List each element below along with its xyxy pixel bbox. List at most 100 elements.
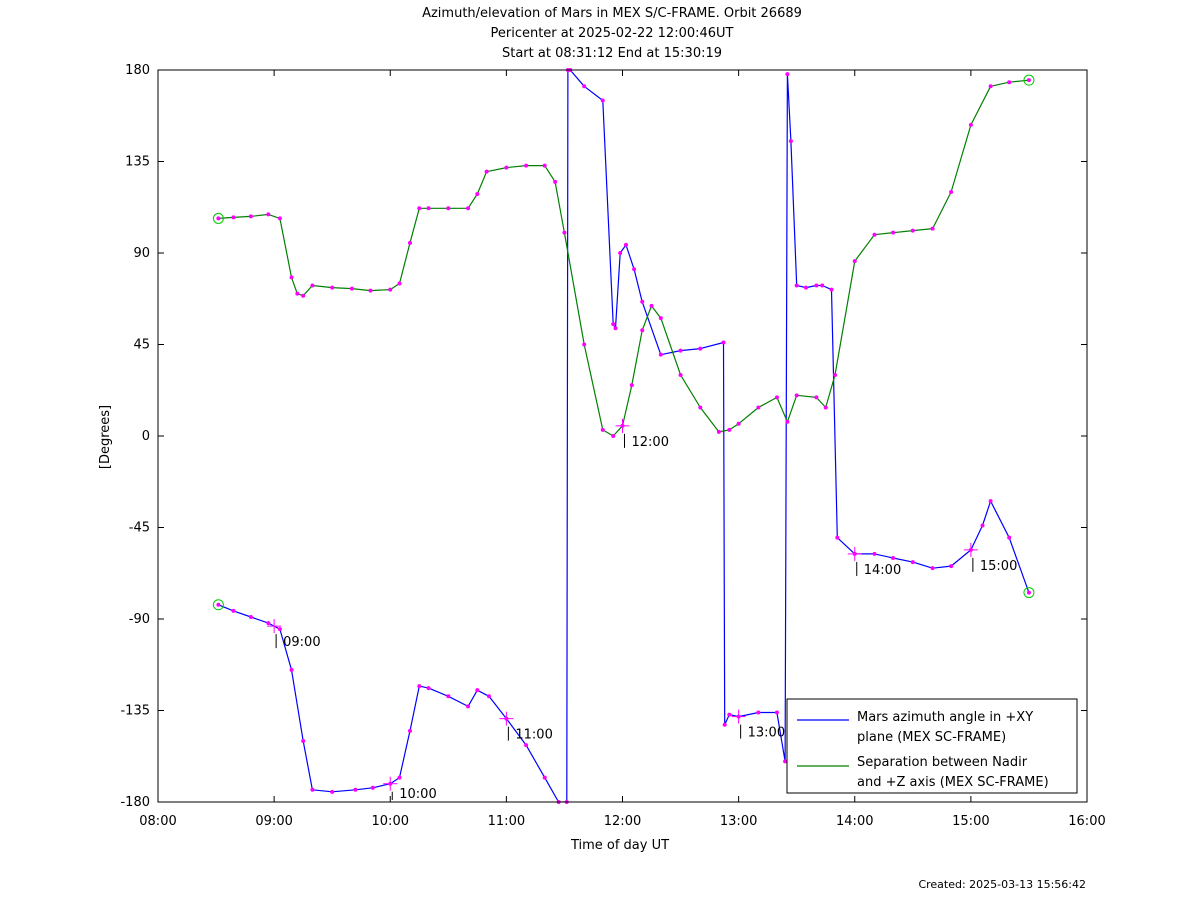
series-point <box>783 759 788 764</box>
y-tick-label: 0 <box>142 429 150 444</box>
series-point <box>582 84 587 89</box>
series-point <box>407 240 412 245</box>
x-tick-label: 11:00 <box>488 814 525 829</box>
series-point <box>248 614 253 619</box>
x-tick-label: 08:00 <box>139 814 176 829</box>
series-point <box>872 551 877 556</box>
series-point <box>216 216 221 221</box>
series-point <box>788 139 793 144</box>
time-marker-label: 11:00 <box>515 728 552 743</box>
series-point <box>949 564 954 569</box>
series-point <box>930 566 935 571</box>
legend-label-separation-line1: Separation between Nadir <box>857 755 1028 770</box>
series-point <box>295 291 300 296</box>
series-point <box>301 293 306 298</box>
series-point <box>231 215 236 220</box>
time-marker-label: 09:00 <box>283 635 320 650</box>
series-point <box>794 283 799 288</box>
series-point <box>698 346 703 351</box>
series-point <box>266 621 271 626</box>
time-marker-label: 13:00 <box>748 726 785 741</box>
chart-title: Azimuth/elevation of Mars in MEX S/C-FRA… <box>422 6 802 21</box>
series-point <box>524 163 529 168</box>
y-tick-label: -135 <box>120 704 150 719</box>
series-point <box>814 395 819 400</box>
x-tick-label: 16:00 <box>1068 814 1105 829</box>
series-point <box>820 283 825 288</box>
series-point <box>774 710 779 715</box>
series-point <box>835 535 840 540</box>
series-point <box>756 405 761 410</box>
x-tick-label: 14:00 <box>836 814 873 829</box>
series-point <box>524 743 529 748</box>
series-point <box>736 421 741 426</box>
chart-subtitle-pericenter: Pericenter at 2025-02-22 12:00:46UT <box>490 26 733 41</box>
endpoint-marker <box>1023 74 1035 86</box>
y-tick-label: 180 <box>125 63 150 78</box>
y-tick-label: 45 <box>133 338 150 353</box>
time-marker-label: 10:00 <box>399 787 436 802</box>
created-timestamp: Created: 2025-03-13 15:56:42 <box>918 878 1086 891</box>
series-point <box>484 169 489 174</box>
series-point <box>872 232 877 237</box>
series-point <box>486 694 491 699</box>
series-point <box>417 206 422 211</box>
series-point <box>618 251 623 255</box>
axis-ticks <box>157 69 1088 803</box>
endpoint-marker <box>212 212 224 224</box>
series-point <box>397 775 402 780</box>
series-markers <box>212 68 1035 804</box>
series-point <box>426 206 431 211</box>
series-point <box>727 427 732 432</box>
y-axis-label: [Degrees] <box>98 405 113 469</box>
series-point <box>727 712 732 717</box>
legend-label-azimuth-line2: plane (MEX SC-FRAME) <box>857 730 1006 745</box>
series-point <box>698 405 703 410</box>
series-point <box>756 710 761 715</box>
endpoint-marker <box>1023 587 1035 599</box>
series-point <box>794 393 799 398</box>
series-point <box>833 373 838 377</box>
series-point <box>289 667 294 672</box>
series-point <box>600 427 605 432</box>
series-point <box>829 287 834 292</box>
series-line-1 <box>218 79 1029 437</box>
y-tick-label: 90 <box>133 246 150 261</box>
x-axis-label: Time of day UT <box>570 838 669 853</box>
series-point <box>301 739 306 743</box>
legend: Mars azimuth angle in +XY plane (MEX SC-… <box>786 698 1078 794</box>
y-tick-labels: -180 -135 -90 -45 0 45 90 135 180 <box>120 63 150 810</box>
series-point <box>803 285 808 290</box>
series-point <box>968 122 973 127</box>
series-point <box>330 789 335 794</box>
series-point <box>716 429 721 434</box>
x-tick-label: 09:00 <box>255 814 292 829</box>
legend-label-separation-line2: and +Z axis (MEX SC-FRAME) <box>857 775 1049 790</box>
series-point <box>632 267 637 272</box>
series-point <box>562 230 567 235</box>
series-point <box>891 230 896 235</box>
series-point <box>1007 80 1012 85</box>
x-tick-labels: 08:00 09:00 10:00 11:00 12:00 13:00 14:00 15:00… <box>139 814 1105 829</box>
series-point <box>542 163 547 168</box>
series-point <box>721 340 726 345</box>
series-point <box>611 434 616 438</box>
series-point <box>910 228 915 233</box>
series-point <box>349 286 354 291</box>
series-point <box>658 352 663 357</box>
series-point <box>1007 535 1012 540</box>
time-marker-label: 15:00 <box>980 559 1017 574</box>
series-point <box>852 259 857 264</box>
series-point <box>640 299 645 304</box>
series-point <box>930 226 935 231</box>
series-point <box>446 694 451 699</box>
endpoint-marker <box>212 599 224 611</box>
x-tick-label: 12:00 <box>604 814 641 829</box>
x-tick-label: 10:00 <box>372 814 409 829</box>
series-point <box>231 608 236 613</box>
series-point <box>814 283 819 288</box>
series-point <box>949 190 954 194</box>
series-point <box>417 684 422 689</box>
series-point <box>988 499 993 504</box>
